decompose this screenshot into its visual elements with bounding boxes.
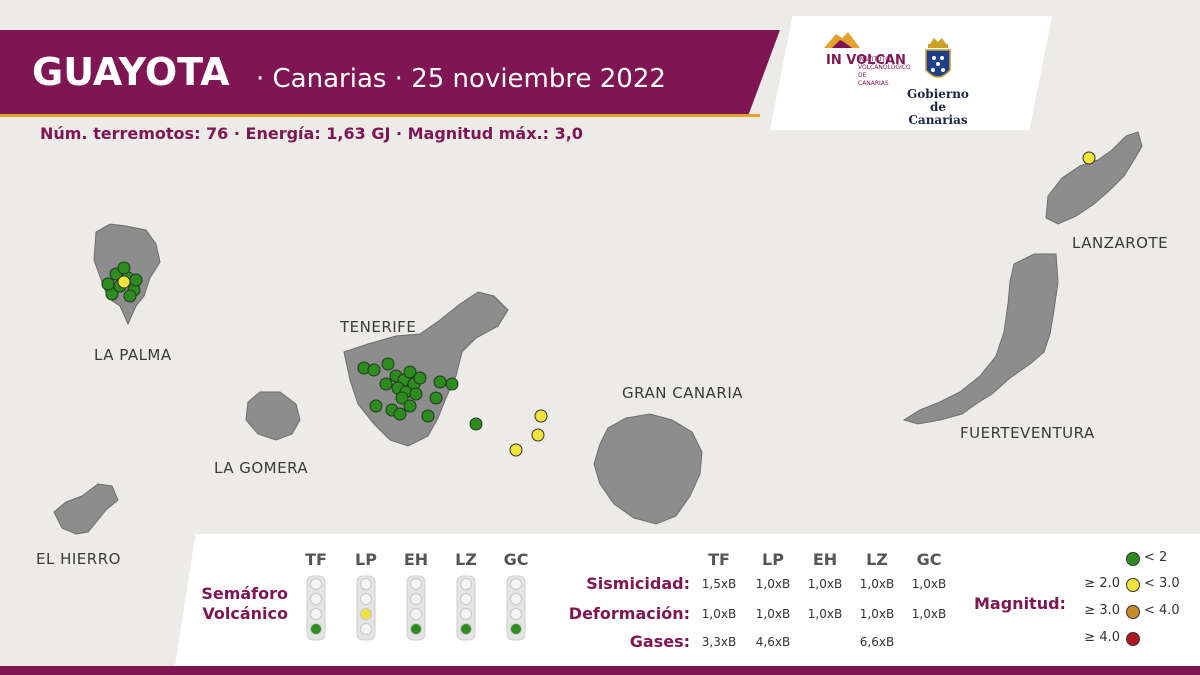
label-la-palma: LA PALMA [94, 346, 172, 364]
semaforo-tf: TF [296, 550, 336, 645]
bottom-bar [0, 666, 1200, 675]
semaforo-gc: GC [496, 550, 536, 645]
magnitude-legend-label: Magnitud: [974, 594, 1066, 613]
magnitude-lower-bound: ≥ 4.0 [1084, 630, 1120, 645]
indicator-value: 1,0xB [859, 607, 895, 621]
quakes-tenerife [357, 357, 483, 431]
gobierno-logo: Gobierno de Canarias [907, 87, 969, 127]
indicator-col-lz: LZ [866, 550, 888, 569]
semaforo-code: LP [355, 550, 377, 569]
semaforo-eh: EH [396, 550, 436, 645]
indicator-value: 1,0xB [807, 577, 843, 591]
label-lanzarote: LANZAROTE [1072, 234, 1169, 252]
label-tenerife: TENERIFE [340, 318, 417, 336]
magnitude-dot-icon [1126, 605, 1140, 619]
semaforo-label: Semáforo Volcánico [190, 584, 288, 624]
island-la-gomera [245, 391, 301, 441]
semaforo-code: TF [305, 550, 327, 569]
label-gran-canaria: GRAN CANARIA [622, 384, 744, 402]
magnitude-lower-bound: ≥ 2.0 [1084, 576, 1120, 591]
indicator-value: 1,0xB [807, 607, 843, 621]
involcan-volcano-icon [824, 32, 860, 48]
semaforo-lp: LP [346, 550, 386, 645]
indicator-value: 1,5xB [701, 577, 737, 591]
traffic-light-icon [456, 575, 476, 641]
label-el-hierro: EL HIERRO [36, 550, 121, 568]
involcan-logo: IN VOLCAN [826, 53, 906, 68]
magnitude-class: ≥ 2.0 < 3.0 [1070, 576, 1190, 594]
label-la-gomera: LA GOMERA [214, 459, 309, 477]
gobierno-shield-icon [925, 38, 951, 78]
island-el-hierro [53, 483, 119, 535]
stats-line: Núm. terremotos: 76 · Energía: 1,63 GJ ·… [40, 124, 583, 143]
label-fuerteventura: FUERTEVENTURA [960, 424, 1095, 442]
semaforo-lz: LZ [446, 550, 486, 645]
magnitude-dot-icon [1126, 632, 1140, 646]
quakes-yellow [509, 151, 1096, 457]
indicator-col-eh: EH [812, 550, 838, 569]
magnitude-upper-bound: < 2 [1144, 550, 1168, 565]
indicator-value: 6,6xB [859, 635, 895, 649]
indicator-col-gc: GC [916, 550, 942, 569]
quakes-la-palma [101, 261, 143, 303]
semaforo-code: EH [403, 550, 429, 569]
indicator-col-tf: TF [708, 550, 730, 569]
island-lanzarote [1045, 131, 1143, 225]
indicator-col-lp: LP [762, 550, 784, 569]
traffic-light-icon [356, 575, 376, 641]
title-band [0, 30, 780, 114]
magnitude-dot-icon [1126, 552, 1140, 566]
indicator-value: 1,0xB [755, 577, 791, 591]
semaforo-label-line2: Volcánico [202, 604, 288, 623]
magnitude-class: ≥ 3.0 < 4.0 [1070, 603, 1190, 621]
traffic-light-icon [406, 575, 426, 641]
indicator-value: 3,3xB [701, 635, 737, 649]
semaforo-code: LZ [455, 550, 477, 569]
magnitude-upper-bound: < 4.0 [1144, 603, 1180, 618]
indicator-value: 1,0xB [911, 577, 947, 591]
magnitude-dot-icon [1126, 578, 1140, 592]
indicator-value: 1,0xB [755, 607, 791, 621]
indicator-value: 1,0xB [701, 607, 737, 621]
traffic-light-icon [306, 575, 326, 641]
magnitude-class: ≥ 4.0 [1070, 630, 1190, 648]
island-gran-canaria [593, 413, 703, 525]
logo-panel [770, 16, 1052, 130]
indicator-row-label: Sismicidad: [586, 574, 690, 593]
island-tenerife [343, 291, 509, 447]
indicator-row-label: Deformación: [568, 604, 690, 623]
semaforo-label-line1: Semáforo [201, 584, 288, 603]
involcan-logo-subtitle: INSTITUTO VOLCANOLÓGICO DE CANARIAS [858, 56, 911, 87]
indicator-value: 4,6xB [755, 635, 791, 649]
traffic-light-icon [506, 575, 526, 641]
indicator-value: 1,0xB [859, 577, 895, 591]
bottom-panel [175, 534, 1200, 666]
magnitude-upper-bound: < 3.0 [1144, 576, 1180, 591]
semaforo-code: GC [503, 550, 529, 569]
magnitude-class: < 2 [1070, 550, 1190, 568]
page-subtitle: · Canarias · 25 noviembre 2022 [256, 64, 666, 94]
island-fuerteventura [902, 253, 1059, 425]
title-underline [0, 114, 760, 117]
indicator-row-label: Gases: [629, 632, 690, 651]
indicator-value: 1,0xB [911, 607, 947, 621]
page-title: GUAYOTA [32, 50, 230, 94]
magnitude-lower-bound: ≥ 3.0 [1084, 603, 1120, 618]
